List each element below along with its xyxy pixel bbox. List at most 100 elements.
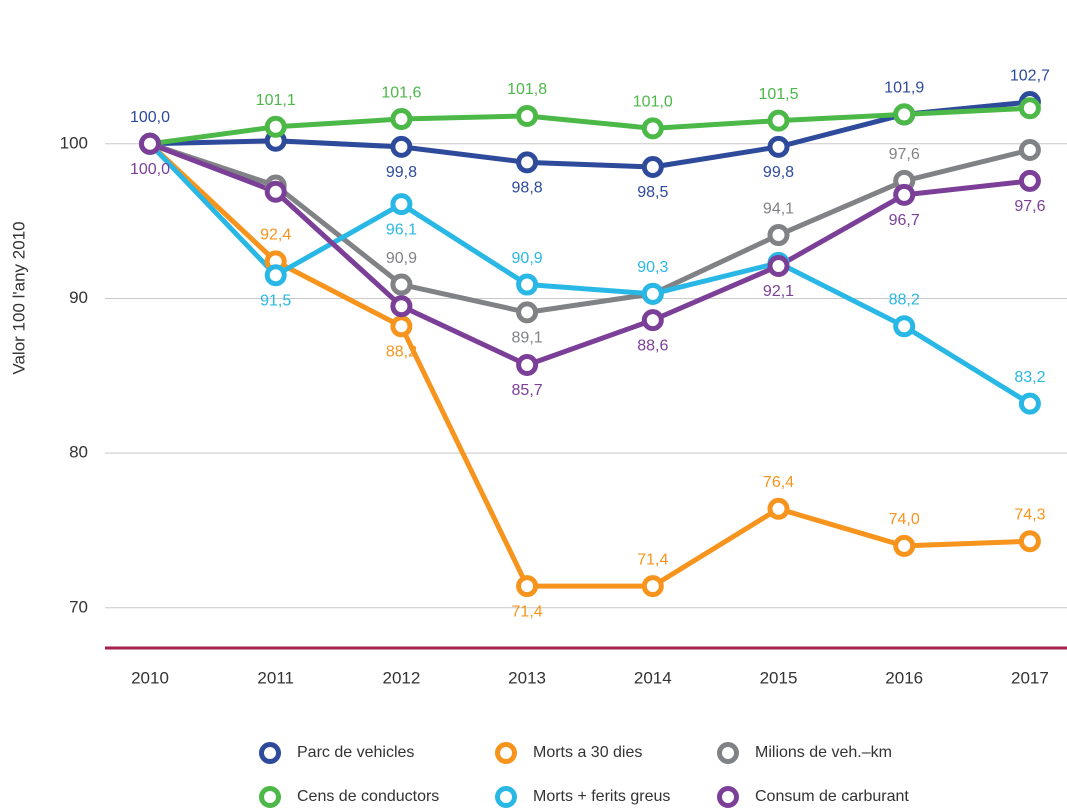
point-marker: [390, 193, 413, 216]
value-label: 101,1: [256, 92, 296, 109]
x-tick-label: 2016: [885, 668, 923, 687]
value-label: 100,0: [130, 161, 170, 178]
x-tick-label: 2011: [257, 668, 294, 687]
point-marker: [264, 264, 287, 287]
point-marker: [767, 109, 790, 132]
legend-label: Consum de carburant: [755, 788, 909, 805]
value-label: 98,8: [512, 180, 543, 197]
series-line: [148, 142, 1032, 406]
legend-marker: [495, 786, 517, 808]
point-marker: [1018, 392, 1041, 415]
x-tick-label: 2010: [131, 668, 169, 687]
x-tick-label: 2013: [508, 668, 546, 687]
point-marker: [767, 254, 790, 277]
y-axis-label: Valor 100 l'any 2010: [9, 221, 28, 374]
value-label: 101,0: [633, 94, 673, 111]
value-label: 88,2: [889, 292, 920, 309]
point-marker: [893, 534, 916, 557]
point-marker: [767, 497, 790, 520]
value-label: 97,6: [1014, 198, 1045, 215]
value-label: 101,9: [884, 80, 924, 97]
value-label: 100,0: [130, 109, 170, 126]
point-marker: [1018, 97, 1041, 120]
legend-label: Morts + ferits greus: [533, 788, 670, 805]
x-tick-label: 2012: [382, 668, 420, 687]
point-marker: [893, 183, 916, 206]
legend-marker: [259, 742, 281, 764]
value-label: 101,8: [507, 81, 547, 98]
point-marker: [1018, 530, 1041, 553]
y-tick-label: 80: [69, 443, 88, 462]
point-marker: [390, 108, 413, 131]
value-label: 101,6: [381, 84, 421, 101]
point-marker: [767, 224, 790, 247]
legend-marker: [717, 742, 739, 764]
y-tick-label: 70: [69, 597, 88, 616]
point-marker: [139, 132, 161, 155]
value-label: 88,6: [637, 337, 668, 354]
series-line: [149, 141, 1031, 315]
legend-label: Milions de veh.–km: [755, 744, 892, 761]
value-label: 99,8: [763, 164, 794, 181]
value-label: 90,9: [386, 250, 417, 267]
value-label: 90,9: [512, 250, 543, 267]
point-marker: [641, 575, 664, 598]
point-marker: [390, 295, 413, 318]
legend-marker: [259, 786, 281, 808]
value-label: 90,3: [637, 259, 668, 276]
point-marker: [516, 273, 539, 296]
x-tick-label: 2015: [760, 668, 798, 687]
point-marker: [641, 309, 664, 332]
legend-label: Cens de conductors: [297, 788, 439, 805]
point-marker: [641, 282, 664, 305]
value-label: 71,4: [512, 603, 543, 620]
value-label: 96,1: [386, 221, 417, 238]
series-line: [149, 105, 1031, 147]
point-marker: [516, 353, 539, 376]
point-marker: [516, 301, 539, 324]
value-label: 74,3: [1014, 507, 1045, 524]
x-tick-label: 2017: [1011, 668, 1049, 687]
value-label: 96,7: [889, 212, 920, 229]
point-marker: [264, 180, 287, 203]
legend-label: Parc de vehicles: [297, 744, 414, 761]
legend-marker: [717, 786, 739, 808]
series-line: [149, 99, 1031, 170]
point-marker: [893, 103, 916, 126]
point-marker: [767, 135, 790, 158]
x-tick-label: 2014: [634, 668, 672, 687]
value-label: 101,5: [758, 86, 798, 103]
series-line: [149, 141, 1031, 368]
y-tick-label: 100: [60, 133, 88, 152]
point-marker: [516, 104, 539, 127]
value-label: 76,4: [763, 474, 794, 491]
point-marker: [641, 155, 664, 178]
value-label: 83,2: [1014, 369, 1045, 386]
point-marker: [390, 273, 413, 296]
value-label: 89,1: [512, 330, 543, 347]
point-marker: [1018, 169, 1041, 192]
value-label: 71,4: [637, 551, 668, 568]
y-tick-label: 90: [69, 288, 88, 307]
value-label: 74,0: [889, 511, 920, 528]
value-label: 92,1: [763, 283, 794, 300]
point-marker: [516, 575, 539, 598]
point-marker: [264, 115, 287, 138]
value-label: 98,5: [637, 184, 668, 201]
value-label: 85,7: [512, 382, 543, 399]
series-line: [148, 141, 1030, 589]
value-label: 94,1: [763, 200, 794, 217]
value-label: 91,5: [260, 292, 291, 309]
value-label: 99,8: [386, 164, 417, 181]
point-marker: [516, 151, 539, 174]
legend-marker: [495, 742, 517, 764]
point-marker: [390, 315, 413, 338]
point-marker: [1018, 138, 1041, 161]
point-marker: [893, 315, 916, 338]
value-label: 88,2: [386, 344, 417, 361]
value-label: 102,7: [1010, 67, 1050, 84]
value-label: 97,6: [889, 146, 920, 163]
legend-label: Morts a 30 dies: [533, 744, 642, 761]
point-marker: [390, 135, 413, 158]
